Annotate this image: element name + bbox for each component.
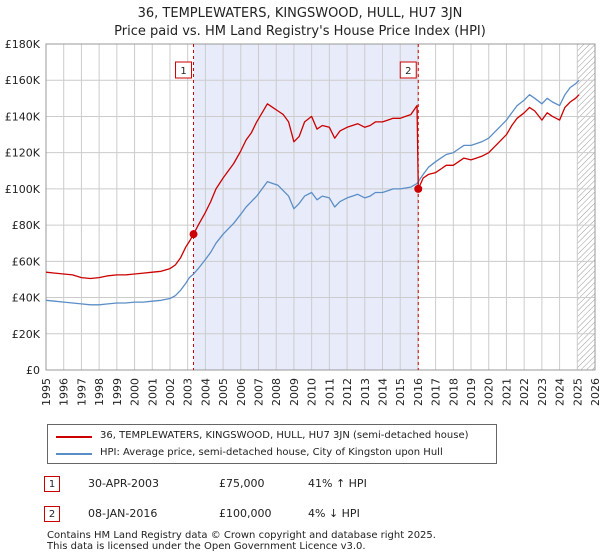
x-tick-label: 1999: [111, 378, 124, 406]
footer-licence: This data is licensed under the Open Gov…: [47, 541, 366, 552]
chart-subtitle: Price paid vs. HM Land Registry's House …: [114, 24, 486, 39]
x-tick-label: 2011: [323, 378, 336, 406]
x-tick-label: 2023: [536, 378, 549, 406]
transaction-hpi-diff: 41% ↑ HPI: [308, 477, 367, 490]
y-tick-label: £100K: [5, 183, 41, 196]
transaction-row: 2 08-JAN-2016 £100,000 4% ↓ HPI: [44, 506, 504, 526]
x-tick-label: 2005: [217, 378, 230, 406]
x-tick-label: 2001: [146, 378, 159, 406]
x-tick-label: 1996: [58, 378, 71, 406]
x-tick-label: 1995: [40, 378, 53, 406]
x-tick-label: 2013: [359, 378, 372, 406]
x-tick-label: 1998: [93, 378, 106, 406]
x-tick-label: 2006: [235, 378, 248, 406]
x-tick-label: 2008: [270, 378, 283, 406]
transaction-date: 30-APR-2003: [88, 477, 160, 490]
plot-border: [45, 43, 596, 371]
footer-copyright: Contains HM Land Registry data © Crown c…: [47, 530, 436, 541]
y-tick-label: £40K: [12, 292, 41, 305]
x-tick-label: 2025: [571, 378, 584, 406]
transaction-number: 1: [44, 476, 60, 492]
x-tick-label: 2007: [253, 378, 266, 406]
x-tick-label: 2022: [518, 378, 531, 406]
footer: Contains HM Land Registry data © Crown c…: [47, 530, 436, 552]
x-tick-label: 2014: [376, 378, 389, 406]
marker-label: 1: [180, 66, 186, 77]
series-line-hpi: [46, 79, 580, 306]
legend: 36, TEMPLEWATERS, KINGSWOOD, HULL, HU7 3…: [47, 424, 497, 464]
transaction-date: 08-JAN-2016: [88, 507, 158, 520]
x-tick-label: 2019: [465, 378, 478, 406]
future-hatch: [577, 44, 595, 370]
y-tick-label: £180K: [5, 38, 41, 51]
legend-label-hpi: HPI: Average price, semi-detached house,…: [100, 447, 443, 458]
x-tick-label: 2000: [129, 378, 142, 406]
x-tick-label: 1997: [75, 378, 88, 406]
transaction-number: 2: [44, 506, 60, 522]
price-chart: 36, TEMPLEWATERS, KINGSWOOD, HULL, HU7 3…: [5, 6, 600, 406]
series-line-property: [46, 94, 580, 280]
x-tick-label: 2012: [341, 378, 354, 406]
y-tick-label: £120K: [5, 147, 41, 160]
marker-box: [399, 61, 417, 79]
ownership-shade: [193, 44, 419, 370]
x-tick-label: 2016: [412, 378, 425, 406]
legend-swatch-hpi: [56, 453, 92, 455]
x-tick-label: 2020: [483, 378, 496, 406]
y-tick-label: £20K: [12, 328, 41, 341]
marker-box: [175, 61, 193, 79]
transaction-row: 1 30-APR-2003 £75,000 41% ↑ HPI: [44, 476, 504, 496]
x-tick-label: 2015: [394, 378, 407, 406]
y-tick-label: £160K: [5, 74, 41, 87]
x-tick-label: 2017: [430, 378, 443, 406]
marker-label: 2: [405, 66, 411, 77]
x-tick-label: 2003: [182, 378, 195, 406]
legend-label-property: 36, TEMPLEWATERS, KINGSWOOD, HULL, HU7 3…: [100, 430, 469, 441]
x-tick-label: 2002: [164, 378, 177, 406]
x-tick-label: 2018: [447, 378, 460, 406]
sale-point: [414, 184, 423, 193]
legend-swatch-property: [56, 436, 92, 438]
x-tick-label: 2021: [500, 378, 513, 406]
y-tick-label: £80K: [12, 219, 41, 232]
legend-item-property: 36, TEMPLEWATERS, KINGSWOOD, HULL, HU7 3…: [48, 428, 496, 446]
transaction-price: £75,000: [219, 477, 265, 490]
x-tick-label: 2024: [554, 378, 567, 406]
y-tick-label: £60K: [12, 255, 41, 268]
x-tick-label: 2026: [589, 378, 600, 406]
x-tick-label: 2004: [199, 378, 212, 406]
sale-point: [189, 230, 198, 239]
transaction-hpi-diff: 4% ↓ HPI: [308, 507, 360, 520]
transaction-price: £100,000: [219, 507, 272, 520]
x-tick-label: 2009: [288, 378, 301, 406]
y-tick-label: £0: [26, 364, 40, 377]
x-tick-label: 2010: [306, 378, 319, 406]
chart-title: 36, TEMPLEWATERS, KINGSWOOD, HULL, HU7 3…: [138, 6, 463, 21]
y-tick-label: £140K: [5, 110, 41, 123]
legend-item-hpi: HPI: Average price, semi-detached house,…: [48, 445, 496, 463]
